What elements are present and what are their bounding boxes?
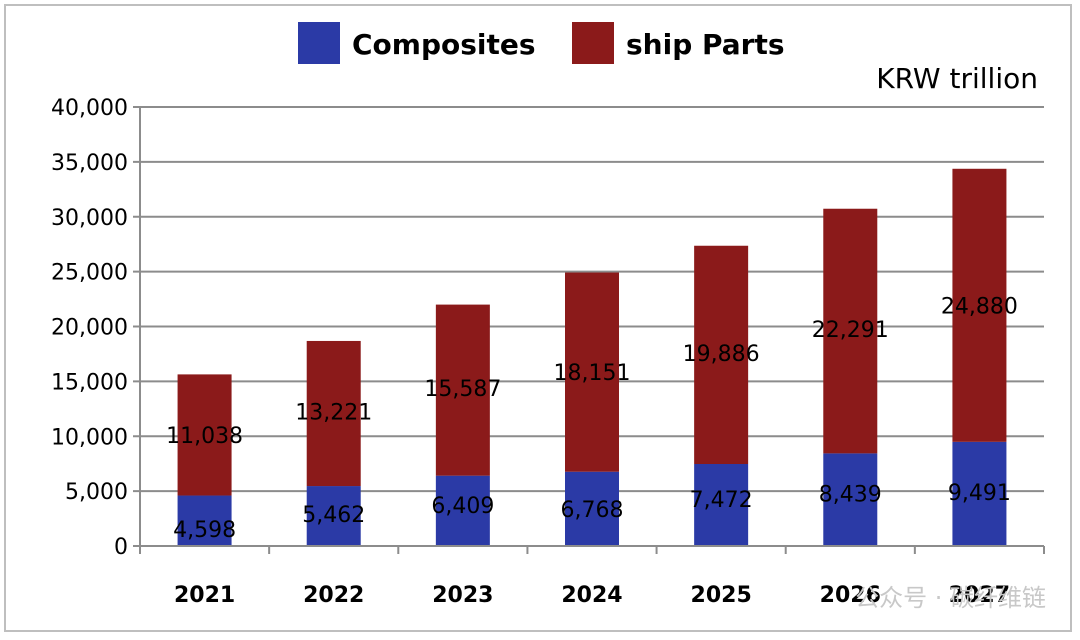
data-label-ship-parts: 11,038 [166,424,243,449]
bar-ship-parts [435,304,490,476]
y-tick-label: 5,000 [65,480,128,505]
legend-label-composites: Composites [352,28,536,61]
bar-ship-parts [694,245,749,464]
data-label-ship-parts: 18,151 [554,361,631,386]
data-label-composites: 6,409 [431,494,494,519]
y-tick-label: 40,000 [51,96,128,121]
legend-swatch-composites [298,22,340,64]
y-tick-label: 35,000 [51,151,128,176]
data-label-composites: 9,491 [948,481,1011,506]
x-tick-label: 2026 [820,583,881,608]
bar-composites [823,453,878,546]
data-label-ship-parts: 13,221 [295,401,372,426]
bar-composites [952,441,1007,546]
data-label-composites: 7,472 [690,488,753,513]
bar-composites [435,475,490,546]
bar-composites [177,495,232,546]
x-tick-label: 2025 [691,583,752,608]
y-tick-label: 20,000 [51,316,128,341]
legend-swatch-ship-parts [572,22,614,64]
legend-label-ship-parts: ship Parts [626,28,785,61]
x-tick-label: 2024 [561,583,622,608]
y-tick-label: 10,000 [51,425,128,450]
x-tick-label: 2023 [432,583,493,608]
bar-composites [694,463,749,546]
bar-ship-parts [565,272,619,472]
data-label-ship-parts: 22,291 [812,318,889,343]
bar-composites [565,471,619,546]
bar-composites [306,486,361,546]
y-tick-label: 0 [114,535,128,560]
legend: Composites ship Parts [298,22,785,64]
bar-ship-parts [306,340,361,487]
data-label-composites: 5,462 [302,503,365,528]
grid-lines [140,106,1044,493]
y-tick-label: 30,000 [51,206,128,231]
y-tick-label: 25,000 [51,261,128,286]
bars [177,168,1007,546]
data-label-composites: 8,439 [819,483,882,508]
x-tick-label: 2022 [303,583,364,608]
y-tick-label: 15,000 [51,370,128,395]
unit-label: KRW trillion [876,62,1038,95]
x-tick-label: 2027 [949,583,1010,608]
data-label-ship-parts: 24,880 [941,294,1018,319]
watermark-text: 公众号 · 碳纤维链 [855,584,1046,612]
axes [133,106,1045,554]
labels: 0 5,000 10,000 15,000 20,000 25,000 30,000 35,0… [51,96,1018,608]
data-label-ship-parts: 15,587 [424,377,501,402]
data-label-composites: 4,598 [173,518,236,543]
data-label-ship-parts: 19,886 [683,342,760,367]
data-label-composites: 6,768 [561,498,624,523]
bar-ship-parts [952,168,1007,442]
bar-ship-parts [823,208,878,454]
bar-ship-parts [177,374,232,496]
x-tick-label: 2021 [174,583,235,608]
